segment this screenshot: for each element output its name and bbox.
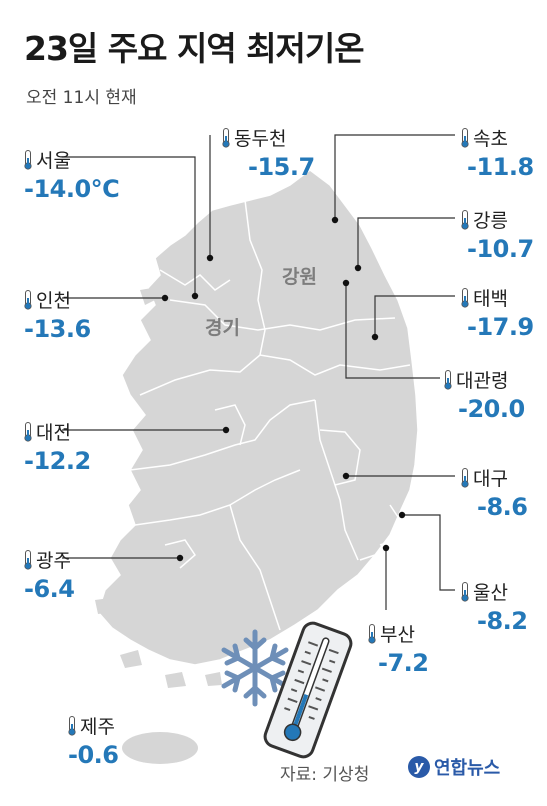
island-south-4 [205, 672, 222, 686]
city-temperature: -13.6 [24, 315, 91, 343]
yonhap-logo: y 연합뉴스 [408, 754, 500, 780]
thermometer-icon [368, 623, 376, 644]
dot-ulsan [398, 511, 406, 519]
city-name: 동두천 [234, 128, 287, 150]
city-temperature: -17.9 [467, 313, 534, 341]
dot-seoul [191, 292, 199, 300]
city-name: 대관령 [456, 370, 509, 392]
thermometer-icon [461, 581, 469, 602]
thermometer-icon [24, 149, 32, 170]
leader-gangneung [357, 217, 455, 268]
city-gwangju: 광주 -6.4 [24, 546, 75, 603]
island-south-3 [165, 672, 186, 688]
dot-gwangju [176, 554, 184, 562]
city-incheon: 인천 -13.6 [24, 286, 91, 343]
city-name: 속초 [473, 128, 508, 150]
province-borders [129, 199, 411, 631]
city-name: 대전 [36, 422, 71, 444]
city-dongducheon: 동두천 -15.7 [222, 124, 315, 181]
city-name: 서울 [36, 150, 71, 172]
page-title: 23일 주요 지역 최저기온 [24, 29, 365, 68]
dot-busan [382, 544, 390, 552]
dot-daegwallyeong [342, 279, 350, 287]
thermometer-icon [461, 287, 469, 308]
thermometer-icon [24, 289, 32, 310]
city-temperature: -10.7 [467, 235, 534, 263]
thermometer-icon [24, 549, 32, 570]
city-temperature: -11.8 [467, 153, 534, 181]
city-taebaek: 태백 -17.9 [461, 284, 534, 341]
leader-seoul [62, 156, 196, 296]
city-name: 인천 [36, 290, 71, 312]
city-name: 울산 [473, 582, 508, 604]
city-temperature: -8.2 [477, 607, 528, 635]
city-temperature: -6.4 [24, 575, 75, 603]
city-seoul: 서울 -14.0°C [24, 146, 120, 203]
dot-sokcho [331, 216, 339, 224]
city-temperature: -8.6 [477, 493, 528, 521]
thermometer-icon [68, 715, 76, 736]
region-label-gangwon: 강원 [282, 266, 317, 288]
dot-taebaek [371, 333, 379, 341]
city-daejeon: 대전 -12.2 [24, 418, 91, 475]
thermometer-icon [461, 467, 469, 488]
city-temperature: -15.7 [248, 153, 315, 181]
thermometer-icon [461, 127, 469, 148]
city-jeju: 제주 -0.6 [68, 712, 119, 769]
city-daegwallyeong: 대관령 -20.0 [444, 366, 525, 423]
thermometer-icon [461, 209, 469, 230]
leader-sokcho [334, 134, 455, 220]
yonhap-logo-text: 연합뉴스 [434, 758, 501, 779]
city-gangneung: 강릉 -10.7 [461, 206, 534, 263]
island-ganghwa [140, 288, 155, 305]
thermometer-icon [24, 421, 32, 442]
city-temperature: -20.0 [458, 395, 525, 423]
dot-incheon [161, 294, 169, 302]
city-temperature: -0.6 [68, 741, 119, 769]
leader-ulsan [402, 514, 455, 591]
city-name: 태백 [473, 288, 508, 310]
source-note: 자료: 기상청 [280, 765, 370, 785]
city-temperature: -12.2 [24, 447, 91, 475]
snowflake-icon [221, 629, 289, 707]
leader-lines [62, 134, 455, 610]
yonhap-logo-icon: y [408, 756, 430, 778]
leader-taebaek [374, 295, 455, 337]
island-south-1 [95, 598, 112, 614]
city-dots [161, 216, 406, 562]
thermometer-illustration-icon [263, 621, 353, 759]
city-name: 제주 [80, 716, 115, 738]
thermometer-icon [444, 369, 452, 390]
city-name: 부산 [380, 624, 415, 646]
leader-daegwallyeong [345, 283, 440, 379]
city-name: 광주 [36, 550, 71, 572]
city-sokcho: 속초 -11.8 [461, 124, 534, 181]
region-label-gyeonggi: 경기 [205, 317, 240, 339]
mainland-shape [97, 169, 419, 666]
island-south-2 [120, 650, 142, 668]
page-subtitle: 오전 11시 현재 [26, 88, 137, 108]
city-temperature: -14.0°C [24, 175, 120, 203]
city-temperature: -7.2 [378, 649, 429, 677]
city-daegu: 대구 -8.6 [461, 464, 528, 521]
city-ulsan: 울산 -8.2 [461, 578, 528, 635]
thermometer-icon [222, 127, 230, 148]
jeju-island [122, 732, 198, 764]
dot-daejeon [222, 426, 230, 434]
city-busan: 부산 -7.2 [368, 620, 429, 677]
dot-dongducheon [206, 254, 214, 262]
dot-gangneung [354, 264, 362, 272]
city-name: 강릉 [473, 210, 508, 232]
city-name: 대구 [473, 468, 508, 490]
dot-daegu [342, 472, 350, 480]
